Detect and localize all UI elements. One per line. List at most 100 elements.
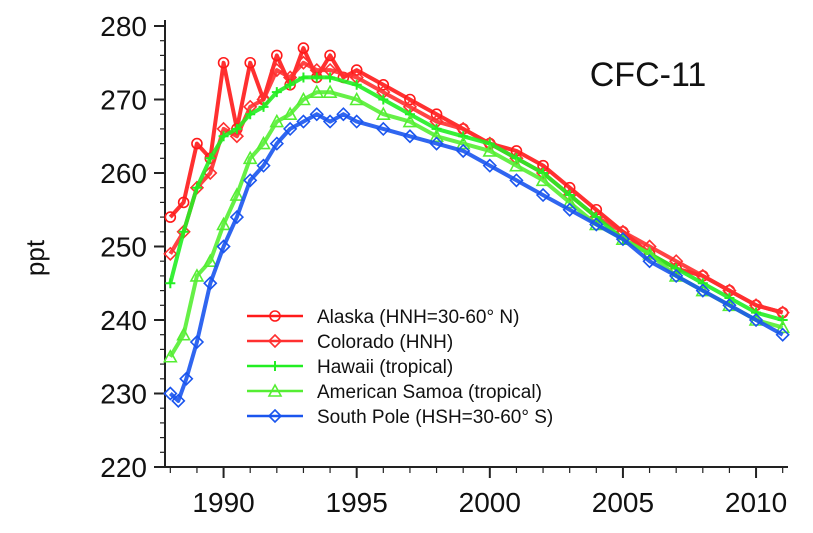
data-point: [402, 113, 418, 128]
data-point: [296, 55, 311, 70]
data-point: [322, 114, 338, 129]
data-point: [309, 107, 324, 122]
x-axis: 1990 1995 2000 2005 2010: [165, 466, 788, 518]
data-point: [271, 87, 282, 98]
data-point: [429, 128, 444, 143]
data-point: [231, 123, 242, 134]
y-tick-label: 230: [100, 379, 147, 410]
data-point: [535, 172, 551, 187]
data-point: [282, 106, 298, 120]
legend-item: Hawaii (tropical): [247, 357, 453, 378]
data-point: [455, 135, 471, 150]
data-point: [245, 109, 256, 120]
data-point: [349, 91, 365, 106]
legend-swatch-marker: [269, 310, 281, 322]
data-point: [258, 101, 269, 112]
data-point: [430, 108, 443, 120]
legend: Alaska (HNH=30-60° N) Colorado (HNH) Hawai…: [247, 307, 553, 428]
data-point: [562, 202, 577, 217]
data-point: [376, 121, 391, 137]
data-point: [375, 106, 391, 120]
x-tick-label: 1995: [326, 487, 388, 518]
legend-item: American Samoa (tropical): [247, 382, 542, 403]
data-point: [189, 268, 205, 282]
legend-label: Alaska (HNH=30-60° N): [317, 307, 519, 328]
data-point: [171, 393, 186, 408]
legend-label: American Samoa (tropical): [317, 382, 542, 403]
data-point: [218, 131, 229, 142]
data-point: [325, 72, 336, 83]
data-point: [191, 137, 203, 150]
data-point: [269, 113, 285, 128]
legend-label: Colorado (HNH): [317, 332, 453, 353]
legend-item: Alaska (HNH=30-60° N): [247, 307, 519, 328]
data-point: [162, 349, 178, 363]
data-point: [615, 232, 631, 247]
data-point: [748, 312, 764, 328]
legend-label: South Pole (HSH=30-60° S): [317, 407, 553, 428]
data-point: [349, 114, 364, 129]
legend-label: Hawaii (tropical): [317, 357, 453, 378]
data-point: [695, 283, 710, 298]
data-point: [229, 187, 245, 201]
data-point: [378, 94, 389, 105]
data-point: [351, 79, 362, 90]
data-point: [205, 153, 216, 164]
data-point: [269, 62, 284, 78]
data-point: [377, 79, 390, 91]
series-line: [168, 112, 784, 403]
y-axis: 220 230 240 250 260 270 280: [100, 11, 166, 483]
data-point: [217, 56, 230, 69]
data-point: [324, 49, 336, 62]
data-point: [216, 239, 231, 254]
data-point: [535, 187, 551, 203]
data-point: [402, 129, 418, 144]
data-point: [229, 129, 245, 144]
data-point: [178, 226, 189, 237]
data-point: [309, 84, 325, 98]
data-point: [298, 72, 309, 83]
legend-swatch-marker: [267, 408, 283, 424]
data-point: [482, 143, 498, 157]
data-point: [164, 211, 177, 223]
data-point: [229, 209, 245, 225]
data-point: [562, 194, 578, 209]
data-point: [336, 107, 351, 122]
data-point: [285, 79, 296, 90]
data-point: [191, 182, 202, 193]
data-point: [202, 253, 218, 268]
data-point: [179, 371, 194, 386]
x-tick-label: 2010: [725, 487, 787, 518]
series-layer: [162, 42, 791, 408]
legend-item: South Pole (HSH=30-60° S): [247, 407, 553, 428]
data-point: [311, 72, 322, 83]
data-point: [176, 327, 191, 341]
y-tick-label: 270: [100, 85, 147, 116]
data-point: [296, 91, 311, 106]
data-point: [669, 268, 684, 284]
data-point: [775, 319, 791, 334]
data-point: [269, 136, 284, 151]
data-point: [509, 173, 524, 188]
data-point: [642, 254, 657, 269]
data-point: [722, 298, 737, 313]
data-point: [256, 158, 271, 173]
data-point: [350, 64, 363, 76]
y-axis-label: ppt: [20, 239, 50, 276]
legend-item: Colorado (HNH): [247, 332, 453, 353]
data-point: [509, 157, 524, 172]
y-tick-label: 240: [100, 305, 147, 336]
data-point: [456, 143, 471, 159]
x-tick-label: 2000: [459, 487, 521, 518]
legend-swatch-marker: [267, 383, 283, 397]
y-tick-label: 260: [100, 158, 147, 189]
y-tick-label: 220: [100, 452, 147, 483]
data-point: [322, 84, 338, 98]
legend-swatch-marker: [270, 361, 280, 371]
data-point: [482, 158, 497, 173]
data-point: [163, 246, 178, 261]
chart-title: CFC-11: [590, 56, 707, 94]
x-tick-label: 2005: [592, 487, 654, 518]
series-5: [163, 107, 790, 408]
